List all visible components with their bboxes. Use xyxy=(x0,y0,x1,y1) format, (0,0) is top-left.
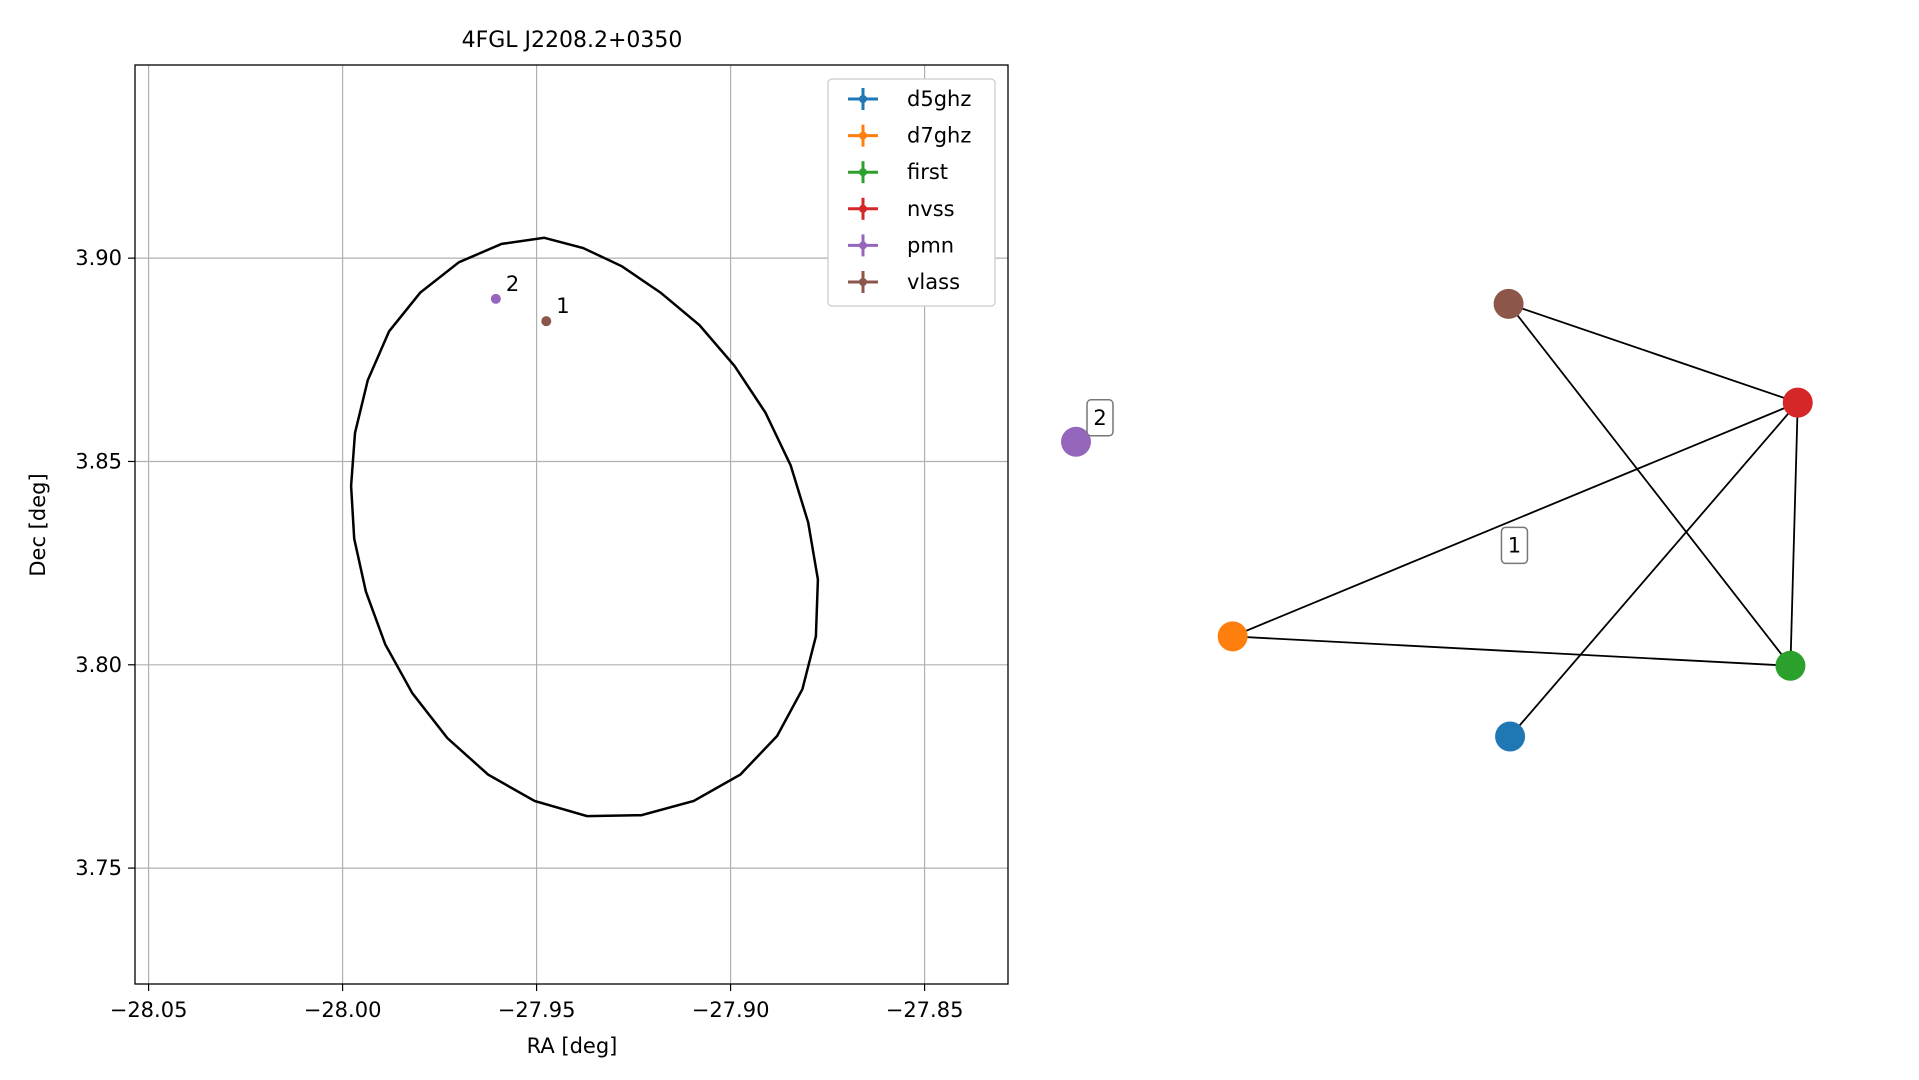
graph-edge xyxy=(1232,401,1799,638)
source-points: 21 xyxy=(490,272,570,327)
group-labels: 12 xyxy=(1086,399,1529,565)
graph-node xyxy=(1782,387,1813,418)
association-graph: 12 xyxy=(1061,288,1813,752)
source-point-label: 1 xyxy=(556,294,569,318)
group-label-box xyxy=(1086,399,1114,437)
x-tick-label: −28.05 xyxy=(110,998,188,1022)
y-tick-label: 3.90 xyxy=(75,246,122,270)
legend-marker xyxy=(859,278,867,286)
legend-marker xyxy=(859,95,867,103)
source-point xyxy=(541,316,552,327)
legend-label: vlass xyxy=(907,270,960,294)
graph-node xyxy=(1495,721,1526,752)
legend-label: d7ghz xyxy=(907,124,971,148)
x-tick-label: −27.90 xyxy=(692,998,770,1022)
graph-node xyxy=(1493,288,1524,319)
legend-label: pmn xyxy=(907,233,954,257)
group-label: 2 xyxy=(1093,406,1106,430)
group-label-box xyxy=(1500,526,1529,565)
graph-edge xyxy=(1509,402,1799,738)
legend-marker xyxy=(859,168,867,177)
legend-marker xyxy=(859,131,867,140)
graph-node xyxy=(1061,426,1091,457)
y-tick-label: 3.85 xyxy=(75,449,122,473)
graph-edges xyxy=(1232,303,1799,738)
x-axis-ticks: −28.05 −28.00 −27.95 −27.90 −27.85 xyxy=(110,984,964,1022)
source-point-label: 2 xyxy=(506,272,519,296)
graph-edge xyxy=(1789,402,1799,666)
x-axis-label: RA [deg] xyxy=(527,1034,618,1058)
graph-edge xyxy=(1232,635,1791,667)
localization-ellipse xyxy=(349,236,820,818)
group-label: 1 xyxy=(1508,533,1521,557)
plot-frame xyxy=(134,64,1009,985)
legend-marker xyxy=(859,241,867,250)
graph-edge xyxy=(1507,303,1792,667)
y-tick-label: 3.80 xyxy=(75,653,122,677)
x-tick-label: −27.85 xyxy=(886,998,964,1022)
legend-marker xyxy=(859,204,867,213)
y-tick-label: 3.75 xyxy=(75,856,122,880)
y-axis-ticks: 3.75 3.80 3.85 3.90 xyxy=(75,246,135,880)
graph-nodes xyxy=(1061,288,1813,752)
graph-node xyxy=(1775,650,1806,681)
legend: d5ghz d7ghz first nvss pmn vlass xyxy=(827,78,996,307)
y-axis-label: Dec [deg] xyxy=(26,473,50,576)
graph-edge xyxy=(1508,303,1799,404)
legend-label: nvss xyxy=(907,197,955,221)
x-tick-label: −28.00 xyxy=(304,998,382,1022)
y-grid xyxy=(135,257,1008,869)
legend-label: first xyxy=(907,160,948,184)
legend-label: d5ghz xyxy=(907,87,971,111)
source-point xyxy=(490,293,501,304)
x-tick-label: −27.95 xyxy=(498,998,576,1022)
sky-plot: 4FGL J2208.2+0350 21 −28.05 −28.00 −27.95−… xyxy=(26,28,1009,1058)
chart-title: 4FGL J2208.2+0350 xyxy=(462,28,683,53)
graph-node xyxy=(1217,621,1248,652)
